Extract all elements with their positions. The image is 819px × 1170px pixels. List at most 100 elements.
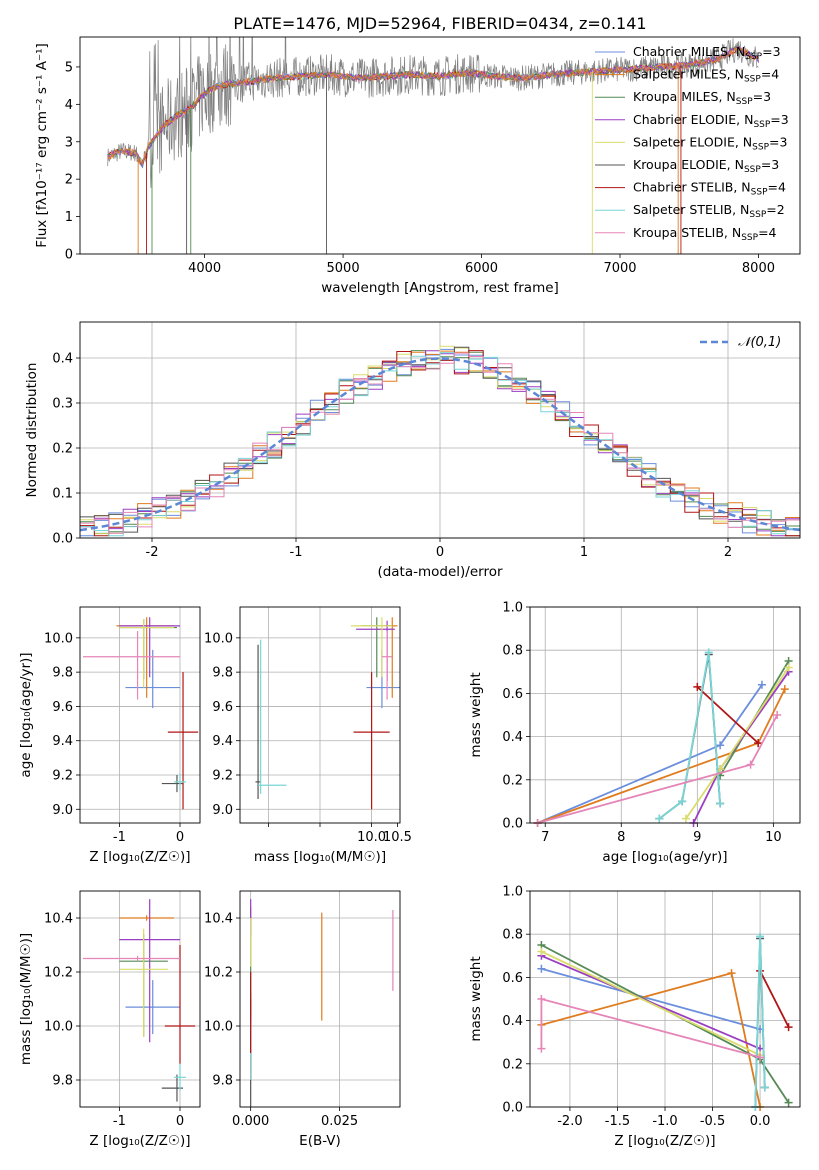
y-tick-label: 4 xyxy=(65,98,73,113)
y-tick-label: 0.3 xyxy=(52,397,73,412)
legend-label-rest: =2 xyxy=(766,202,784,217)
normal-pdf-curve xyxy=(79,357,801,532)
legend-label: Kroupa MILES, NSSP=3 xyxy=(633,89,771,107)
y-tick-label: 9.2 xyxy=(212,769,233,784)
y-tick-label: 0.2 xyxy=(502,773,523,788)
y-tick-label: 0 xyxy=(65,248,73,263)
legend-label-rest: =3 xyxy=(753,89,771,104)
plot-frame xyxy=(239,890,401,1108)
x-tick-label: 10.5 xyxy=(383,830,412,845)
mass-weight-marker xyxy=(784,1098,793,1107)
x-tick-label: 8000 xyxy=(742,261,775,276)
x-tick-label: -1 xyxy=(290,545,303,560)
y-tick-label: 9.0 xyxy=(52,803,73,818)
x-tick-label: 8 xyxy=(617,830,625,845)
x-tick-label: 9 xyxy=(693,830,701,845)
x-tick-label: 7000 xyxy=(603,261,636,276)
y-tick-label: 0.2 xyxy=(52,442,73,457)
legend-label-rest: =4 xyxy=(761,67,779,82)
y-tick-label: 9.0 xyxy=(212,803,233,818)
mass-weight-line xyxy=(541,967,761,1031)
mass-weight-marker xyxy=(727,969,736,978)
y-tick-label: 1 xyxy=(65,210,73,225)
plot-frame xyxy=(529,606,801,824)
observed-spectrum-line xyxy=(107,37,759,189)
legend-label: Chabrier MILES, NSSP=3 xyxy=(633,44,781,62)
mass-weight-marker xyxy=(693,682,702,691)
mass-vs-ebv-panel: 0.000 0.025 9.8 10.0 10.2 10.4 E(B-V) xyxy=(204,890,401,1149)
x-tick-label: 0.000 xyxy=(232,1114,269,1129)
mass-weight-marker xyxy=(678,797,687,806)
y-tick-label: 1.0 xyxy=(502,885,523,900)
y-axis-label: Flux [fλ10⁻¹⁷ erg cm⁻² s⁻¹ A⁻¹] xyxy=(34,43,50,248)
y-tick-label: 9.8 xyxy=(52,1074,73,1089)
x-tick-label: 5000 xyxy=(327,261,360,276)
x-tick-label: 0.0 xyxy=(750,1114,771,1129)
y-tick-label: 9.6 xyxy=(212,700,233,715)
y-axis-label: mass [log₁₀(M/M☉)] xyxy=(18,933,34,1065)
mass-weight-marker xyxy=(757,680,766,689)
mass-weight-marker xyxy=(756,1053,765,1062)
x-tick-label: 0 xyxy=(436,545,444,560)
legend-label: Kroupa ELODIE, NSSP=3 xyxy=(633,157,779,175)
x-tick-label: 6000 xyxy=(465,261,498,276)
x-axis-label: Z [log₁₀(Z/Z☉)] xyxy=(89,1133,190,1149)
x-tick-label: -0.5 xyxy=(700,1114,725,1129)
y-tick-label: 9.4 xyxy=(212,734,233,749)
y-tick-label: 0.0 xyxy=(502,817,523,832)
mass-weight-marker xyxy=(746,760,755,769)
mass-weight-marker xyxy=(537,964,546,973)
y-tick-label: 1.0 xyxy=(502,601,523,616)
histogram-step-line xyxy=(80,352,800,537)
y-axis-label: mass weight xyxy=(468,956,484,1041)
legend-subscript: SSP xyxy=(744,165,761,175)
x-tick-label: 1 xyxy=(580,545,588,560)
mass-weight-marker xyxy=(537,1044,546,1053)
legend-label: Salpeter STELIB, NSSP=2 xyxy=(633,202,785,220)
mass-weight-line xyxy=(759,970,790,1028)
y-tick-label: 0.6 xyxy=(502,971,523,986)
mass-weight-line xyxy=(537,688,786,824)
spectrum-lines xyxy=(107,37,759,254)
plot-frame xyxy=(79,606,201,824)
x-tick-label: -1 xyxy=(113,1114,126,1129)
y-tick-label: 0.4 xyxy=(52,352,73,367)
x-tick-label: -1 xyxy=(113,830,126,845)
legend-label-rest: =4 xyxy=(758,225,776,240)
y-tick-label: 10.0 xyxy=(204,631,233,646)
legend-label-rest: =4 xyxy=(768,180,786,195)
x-axis-label: age [log₁₀(age/yr)] xyxy=(602,849,727,865)
y-tick-label: 0.4 xyxy=(502,1014,523,1029)
legend-subscript: SSP xyxy=(745,52,762,62)
y-tick-label: 0.4 xyxy=(502,730,523,745)
x-tick-label: 2 xyxy=(724,545,732,560)
y-tick-label: 10.0 xyxy=(44,1020,73,1035)
legend-label-rest: =3 xyxy=(769,134,787,149)
legend-label: Chabrier ELODIE, NSSP=3 xyxy=(633,112,789,130)
y-axis-label: age [log₁₀(age/yr)] xyxy=(18,652,34,777)
x-tick-label: 7 xyxy=(541,830,549,845)
plot-frame xyxy=(529,890,801,1108)
mass-weight-line xyxy=(658,652,721,820)
mass-weight-marker xyxy=(756,932,765,941)
spectrum-panel: 4000 5000 6000 7000 8000 0 1 2 3 4 5 wavelength [An… xyxy=(34,36,801,296)
x-axis-label: mass [log₁₀(M/M☉)] xyxy=(254,849,386,865)
plot-frame xyxy=(79,36,801,255)
y-tick-label: 0.0 xyxy=(52,532,73,547)
mass-weight-line xyxy=(541,954,761,1050)
age-vs-metallicity-panel: -1 0 9.0 9.2 9.4 9.6 9.8 10.0 Z [log₁₀(Z/Z☉)] age… xyxy=(18,606,201,865)
mass-weight-marker xyxy=(716,799,725,808)
y-tick-label: 10.0 xyxy=(204,1020,233,1035)
mass-weight-marker xyxy=(704,648,713,657)
y-tick-label: 0.8 xyxy=(502,644,523,659)
errorbar-group xyxy=(255,617,400,810)
errorbar-group xyxy=(250,899,394,1107)
plot-frame xyxy=(79,890,201,1108)
y-tick-label: 10.2 xyxy=(204,966,233,981)
y-tick-label: 5 xyxy=(65,60,73,75)
mass-weight-marker xyxy=(716,741,725,750)
y-tick-label: 9.8 xyxy=(212,666,233,681)
legend-subscript: SSP xyxy=(753,120,770,130)
